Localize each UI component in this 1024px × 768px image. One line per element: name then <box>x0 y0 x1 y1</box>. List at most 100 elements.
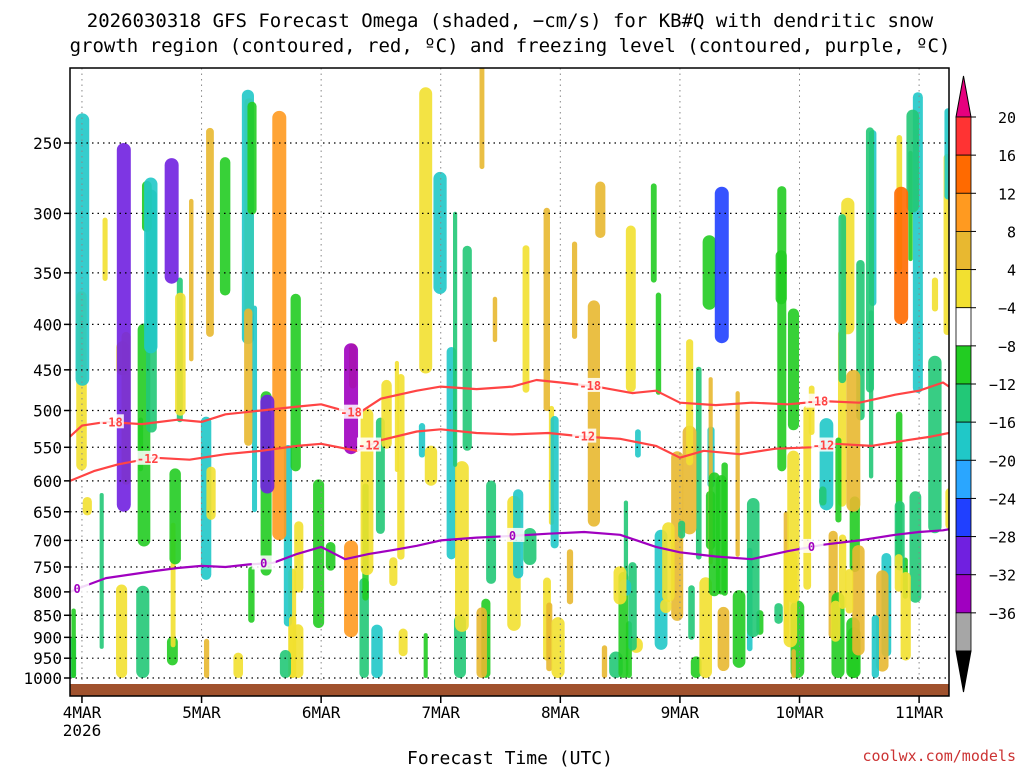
colorbar-label: 16 <box>998 147 1016 165</box>
omega-cell <box>735 391 740 557</box>
omega-cell <box>628 562 637 651</box>
omega-cell <box>566 549 574 605</box>
colorbar-swatch <box>955 116 972 156</box>
omega-cell <box>389 557 398 587</box>
omega-cell <box>791 649 796 678</box>
omega-cell <box>931 277 939 312</box>
omega-cell <box>433 171 447 294</box>
omega-cell <box>102 217 108 281</box>
omega-cell <box>732 590 746 668</box>
omega-cell <box>479 68 485 170</box>
contour-label-bg <box>572 428 597 443</box>
colorbar-label: 8 <box>1007 223 1016 241</box>
omega-cell <box>625 225 636 393</box>
omega-cell <box>247 101 257 215</box>
colorbar-label: −16 <box>989 414 1016 432</box>
omega-core <box>164 158 179 284</box>
omega-cell <box>777 186 787 472</box>
omega-cell <box>325 541 336 571</box>
colorbar-label: −8 <box>998 338 1016 356</box>
omega-cell <box>71 608 76 678</box>
omega-cell <box>708 472 720 597</box>
omega-cell <box>294 521 304 593</box>
omega-cell <box>587 300 600 527</box>
contour-label-bg <box>135 450 160 465</box>
credit-text: coolwx.com/models <box>862 747 1016 765</box>
colorbar-swatch <box>955 307 972 347</box>
omega-cell <box>244 308 253 446</box>
omega-cell <box>116 584 128 678</box>
y-tick-label: 350 <box>33 264 62 283</box>
x-tick-label: 5MAR <box>182 703 221 722</box>
omega-cell <box>695 366 702 560</box>
omega-cell <box>871 615 879 678</box>
contour-label: 0 <box>74 582 81 596</box>
omega-cell <box>136 585 150 678</box>
omega-cell <box>233 652 244 678</box>
y-axis: 250 300 350 400 450 500 550 600 650 700 750 800 850 9… <box>23 134 70 688</box>
omega-cell <box>424 445 438 486</box>
x-tick-year: 2026 <box>63 721 102 740</box>
x-tick-label: 11MAR <box>895 703 944 722</box>
omega-cell <box>876 570 889 672</box>
contour-label: -18 <box>807 395 829 409</box>
omega-cell <box>838 534 847 610</box>
omega-cell <box>900 572 911 661</box>
x-tick-label: 10MAR <box>775 703 824 722</box>
y-tick-label: 550 <box>33 438 62 457</box>
omega-cell <box>690 656 702 678</box>
omega-cell <box>571 241 578 339</box>
omega-cell <box>928 355 942 534</box>
y-tick-label: 1000 <box>23 669 62 688</box>
omega-cell <box>252 305 258 513</box>
omega-core <box>260 394 275 494</box>
omega-core <box>272 110 287 541</box>
plot-frame <box>69 67 950 697</box>
omega-cell <box>688 585 695 640</box>
y-tick-label: 250 <box>33 134 62 153</box>
omega-cell <box>169 468 181 565</box>
contour-label-bg <box>799 538 824 553</box>
omega-cell <box>595 181 606 239</box>
colorbar-label: −36 <box>989 605 1016 623</box>
ground-terrain <box>70 684 949 696</box>
omega-core <box>894 186 909 325</box>
colorbar-swatch <box>955 345 972 385</box>
contour-label-bg <box>500 527 525 542</box>
omega-cell <box>423 633 428 678</box>
colorbar-label: −32 <box>989 567 1016 585</box>
omega-cell <box>699 577 712 678</box>
contour-label: 0 <box>808 540 815 554</box>
omega-cell <box>835 437 842 523</box>
chart-title-line-2: growth region (contoured, red, ºC) and f… <box>70 35 951 57</box>
colorbar-swatch <box>955 154 972 194</box>
x-tick-label: 9MAR <box>661 703 700 722</box>
omega-cell <box>360 408 374 576</box>
contour-labels: -18 -18 -18 -18 -12 -12 -12 -12 0 0 0 0 <box>65 377 836 596</box>
omega-cell <box>746 498 760 638</box>
contour-label: -18 <box>579 379 601 393</box>
y-tick-label: 900 <box>33 628 62 647</box>
omega-cell <box>492 296 498 343</box>
omega-cell <box>868 310 874 479</box>
omega-cell <box>543 207 550 412</box>
omega-cell <box>144 177 158 354</box>
contour-label-bg <box>339 404 364 419</box>
x-tick-label: 6MAR <box>302 703 341 722</box>
omega-cell <box>906 109 920 213</box>
omega-cell <box>909 491 922 603</box>
contour-label-bg <box>99 414 124 429</box>
colorbar-label: −28 <box>989 529 1016 547</box>
omega-cell <box>189 198 194 362</box>
colorbar-swatch <box>955 612 972 652</box>
omega-cell <box>359 577 369 678</box>
x-tick-label: 7MAR <box>421 703 460 722</box>
omega-cell <box>662 522 675 603</box>
y-tick-label: 600 <box>33 472 62 491</box>
omega-cell <box>371 624 383 678</box>
x-tick-label: 4MAR <box>63 703 102 722</box>
y-tick-label: 500 <box>33 402 62 421</box>
y-tick-label: 800 <box>33 583 62 602</box>
omega-cell <box>292 624 304 678</box>
